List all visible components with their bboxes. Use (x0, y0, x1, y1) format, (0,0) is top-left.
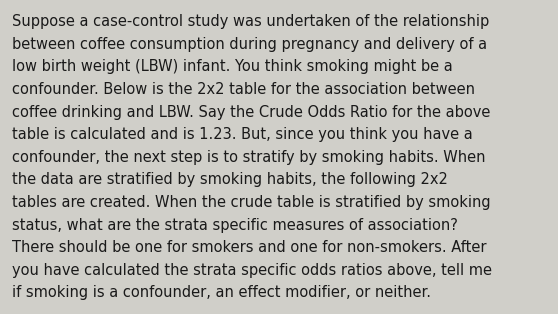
Text: confounder, the next step is to stratify by smoking habits. When: confounder, the next step is to stratify… (12, 150, 486, 165)
Text: the data are stratified by smoking habits, the following 2x2: the data are stratified by smoking habit… (12, 172, 448, 187)
Text: between coffee consumption during pregnancy and delivery of a: between coffee consumption during pregna… (12, 37, 487, 52)
Text: Suppose a case-control study was undertaken of the relationship: Suppose a case-control study was underta… (12, 14, 489, 29)
Text: tables are created. When the crude table is stratified by smoking: tables are created. When the crude table… (12, 195, 491, 210)
Text: There should be one for smokers and one for non-smokers. After: There should be one for smokers and one … (12, 240, 487, 255)
Text: you have calculated the strata specific odds ratios above, tell me: you have calculated the strata specific … (12, 263, 492, 278)
Text: table is calculated and is 1.23. But, since you think you have a: table is calculated and is 1.23. But, si… (12, 127, 473, 142)
Text: coffee drinking and LBW. Say the Crude Odds Ratio for the above: coffee drinking and LBW. Say the Crude O… (12, 105, 490, 120)
Text: status, what are the strata specific measures of association?: status, what are the strata specific mea… (12, 218, 458, 233)
Text: confounder. Below is the 2x2 table for the association between: confounder. Below is the 2x2 table for t… (12, 82, 475, 97)
Text: low birth weight (LBW) infant. You think smoking might be a: low birth weight (LBW) infant. You think… (12, 59, 453, 74)
Text: if smoking is a confounder, an effect modifier, or neither.: if smoking is a confounder, an effect mo… (12, 285, 431, 300)
